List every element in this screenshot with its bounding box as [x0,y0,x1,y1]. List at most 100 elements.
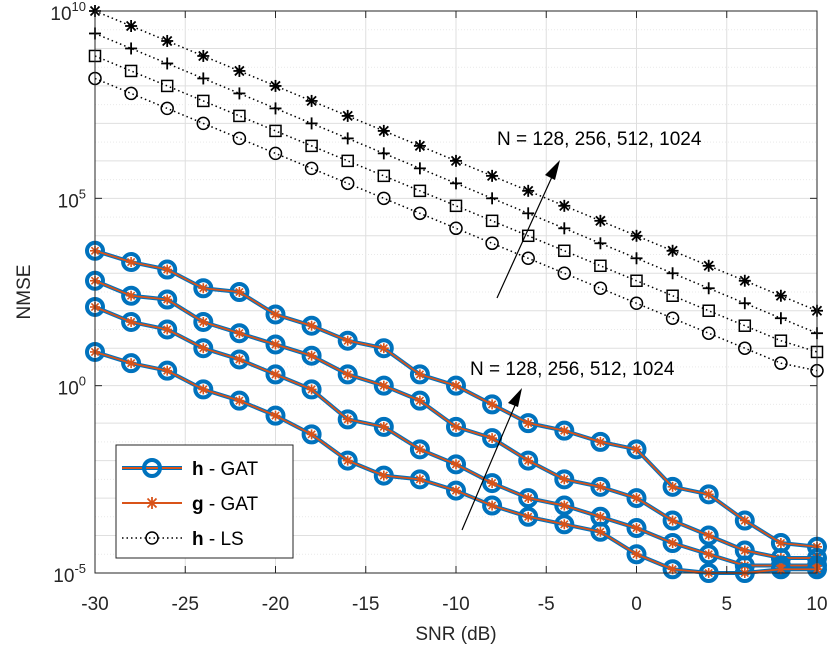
ls-point-circle [593,281,608,296]
ls-point-asterisk [522,184,535,197]
h-gat-point [734,510,755,531]
ls-point-circle [413,206,427,221]
ls-point-square [702,304,715,317]
x-tick-labels: -30 -25 -20 -15 -10 -5 0 5 10 [81,594,827,615]
g-gat-point [270,369,281,380]
g-gat-point [126,358,137,369]
ls-point-asterisk [269,79,282,92]
g-gat-point [595,481,606,492]
h-gat-point [482,394,503,415]
h-gat-point [626,544,647,565]
ls-point-circle [340,176,355,191]
x-tick-label: -10 [442,594,469,615]
ls-point-circle [665,311,680,325]
ls-point-square [485,214,499,228]
ls-point-square [269,124,282,138]
legend-g-gat-bold: g [192,494,204,515]
h-gat-point [265,364,286,385]
ls-point-square [738,319,752,332]
h-gat-point [409,439,430,460]
g-gat-point [631,523,642,534]
g-gat-point [523,511,534,522]
x-axis-label: SNR (dB) [415,624,496,645]
g-gat-point [306,320,317,331]
g-gat-point [306,350,317,361]
ls-point-plus [197,72,210,85]
h-gat-point [121,252,142,273]
h-gat-point [662,476,683,497]
h-gat-point [229,323,250,344]
h-gat-point [698,525,719,546]
ls-point-asterisk [558,199,571,212]
legend-h-gat-label: h - GAT [192,459,259,480]
h-gat-point [518,450,539,471]
g-gat-point [162,294,173,305]
h-gat-point [193,338,214,359]
g-gat-point [559,519,570,530]
ls-point-circle [124,86,138,101]
g-gat-point [487,399,498,410]
g-gat-point [378,470,389,481]
y-tick-label: 10-5 [53,561,86,587]
ls-point-plus [558,222,571,235]
y-tick-base: 10 [58,191,79,212]
h-gat-point [482,428,503,449]
ls-point-plus [377,147,390,160]
ls-point-asterisk [774,289,787,302]
ls-point-circle [377,191,391,206]
tick-marks [94,10,818,574]
ls-point-plus [738,297,751,310]
ls-point-asterisk [738,274,751,287]
g-gat-point [378,343,389,354]
x-tick-label: -30 [81,594,108,615]
h-gat-point [554,420,575,441]
y-tick-base: 10 [58,379,79,400]
y-axis-label: NMSE [14,265,35,320]
y-tick-label: 100 [58,374,86,400]
y-tick-exponent: 5 [79,186,86,201]
legend-h-ls-rest: - LS [204,529,244,550]
g-gat-point [414,395,425,406]
y-tick-label: 1010 [50,0,86,25]
ls-point-square [197,94,210,108]
annotation-gat-n-values: N = 128, 256, 512, 1024 [470,359,675,380]
h-gat-point [157,319,178,340]
h-gat-point [482,495,503,516]
h-gat-point [265,405,286,426]
ls-point-asterisk [305,94,318,107]
y-tick-exponent: 10 [72,0,86,14]
ls-point-plus [774,312,787,325]
h-gat-point [590,476,611,497]
g-gat-point [595,511,606,522]
h-gat-point [518,488,539,509]
g-gat-point [667,481,678,492]
annotation-ls-arrow-line [496,167,557,299]
h-gat-point [337,330,358,351]
ls-point-square [774,334,788,347]
g-gat-point [739,545,750,556]
h-gat-point [518,506,539,527]
legend-h-gat-marker [142,458,162,478]
x-tick-label: -5 [538,594,555,615]
g-gat-point [378,380,389,391]
ls-point-circle [774,356,788,370]
g-gat-point [198,316,209,327]
g-gat-point [198,343,209,354]
ls-point-square [666,289,679,302]
g-gat-point [234,395,245,406]
g-gat-point [559,500,570,511]
g-gat-point [595,436,606,447]
h-gat-point [626,488,647,509]
ls-point-square [341,154,354,168]
ls-point-plus [522,207,535,220]
h-gat-point [446,375,466,396]
g-gat-point [703,530,714,541]
ls-point-asterisk [702,259,715,272]
g-gat-point [559,474,570,485]
g-gat-point [451,380,461,391]
g-gat-point [234,328,245,339]
g-gat-point [342,369,353,380]
h-gat-point [193,379,214,400]
x-tick-label: 5 [721,594,732,615]
